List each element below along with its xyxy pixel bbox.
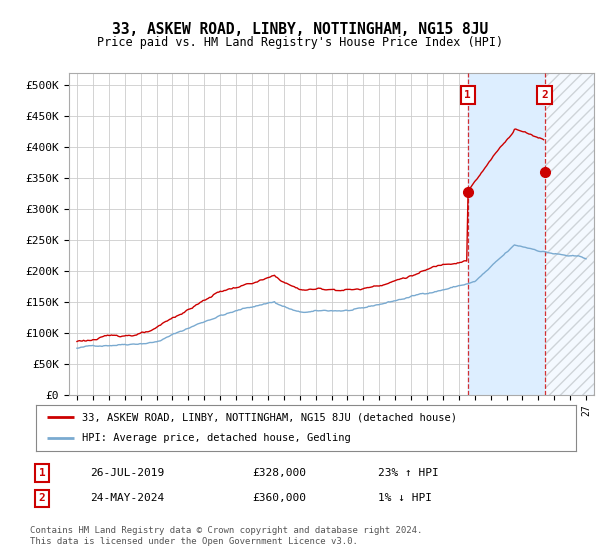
Text: £328,000: £328,000 — [252, 468, 306, 478]
Text: £360,000: £360,000 — [252, 493, 306, 503]
Text: 26-JUL-2019: 26-JUL-2019 — [90, 468, 164, 478]
Bar — [468, 73, 545, 395]
Text: 23% ↑ HPI: 23% ↑ HPI — [378, 468, 439, 478]
Text: Contains HM Land Registry data © Crown copyright and database right 2024.
This d: Contains HM Land Registry data © Crown c… — [30, 526, 422, 546]
Text: 1% ↓ HPI: 1% ↓ HPI — [378, 493, 432, 503]
Text: 24-MAY-2024: 24-MAY-2024 — [90, 493, 164, 503]
Text: 1: 1 — [38, 468, 46, 478]
Bar — [545, 73, 594, 395]
Text: 1: 1 — [464, 90, 471, 100]
Text: 2: 2 — [541, 90, 548, 100]
Text: Price paid vs. HM Land Registry's House Price Index (HPI): Price paid vs. HM Land Registry's House … — [97, 36, 503, 49]
Text: 33, ASKEW ROAD, LINBY, NOTTINGHAM, NG15 8JU (detached house): 33, ASKEW ROAD, LINBY, NOTTINGHAM, NG15 … — [82, 412, 457, 422]
Bar — [545, 73, 594, 395]
Text: 33, ASKEW ROAD, LINBY, NOTTINGHAM, NG15 8JU: 33, ASKEW ROAD, LINBY, NOTTINGHAM, NG15 … — [112, 22, 488, 38]
Bar — [545, 73, 594, 395]
Text: 2: 2 — [38, 493, 46, 503]
Text: HPI: Average price, detached house, Gedling: HPI: Average price, detached house, Gedl… — [82, 433, 350, 444]
